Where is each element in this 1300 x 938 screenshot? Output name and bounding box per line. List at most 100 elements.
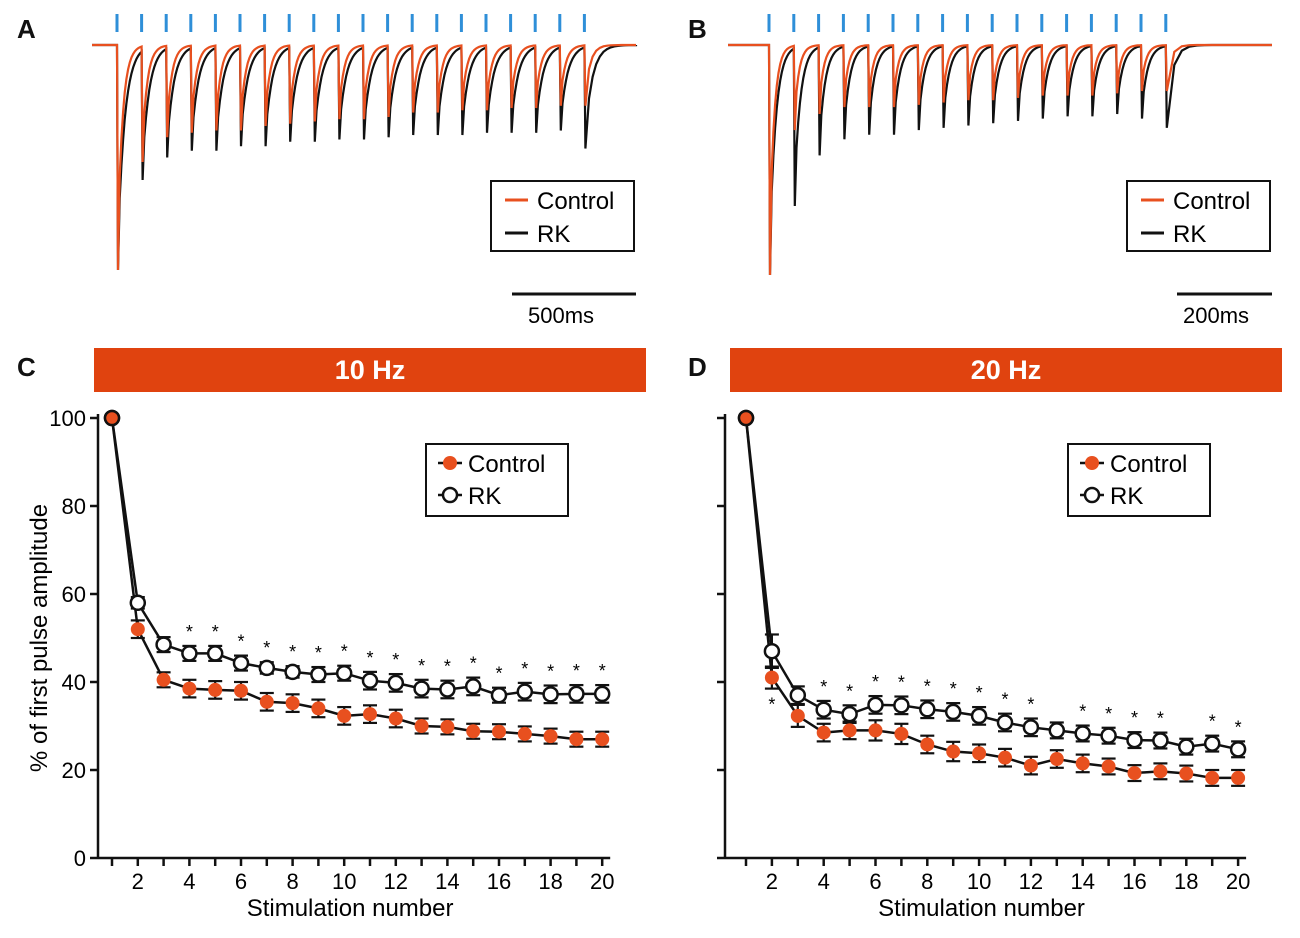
- legend-c-control-label: Control: [468, 451, 545, 478]
- legend-d-rk-marker: [1083, 486, 1101, 504]
- significance-star: *: [1001, 690, 1008, 710]
- control-point: [440, 719, 455, 734]
- rk-point: [1048, 722, 1066, 739]
- rk-point: [970, 707, 988, 725]
- significance-star: *: [366, 648, 373, 668]
- control-point: [998, 750, 1012, 765]
- rk-point: [129, 594, 147, 612]
- control-point: [208, 682, 223, 697]
- rk-point: [789, 686, 807, 704]
- legend-a-rk-label: RK: [537, 221, 570, 248]
- significance-star: *: [924, 676, 931, 696]
- significance-star: *: [315, 643, 322, 663]
- control-point: [595, 732, 610, 747]
- legend-a: Control RK: [490, 180, 635, 252]
- rk-point: [258, 659, 276, 677]
- panel-letter-b: B: [688, 14, 707, 44]
- significance-star: *: [1105, 704, 1112, 724]
- x-tick-label: 4: [183, 869, 195, 894]
- significance-star: *: [1157, 709, 1164, 729]
- significance-star: *: [495, 664, 502, 684]
- significance-star: *: [846, 681, 853, 701]
- rk-point: [568, 685, 585, 703]
- control-point: [894, 726, 909, 741]
- legend-b-box: [1126, 180, 1271, 252]
- rk-point: [361, 672, 379, 689]
- y-axis-title: % of first pulse amplitude: [26, 504, 53, 772]
- control-point: [234, 683, 248, 698]
- rk-point: [335, 664, 353, 682]
- x-tick-label: 10: [967, 869, 991, 894]
- significance-star: *: [1027, 695, 1034, 715]
- rk-point: [1203, 735, 1221, 752]
- legend-c-box: [425, 443, 569, 517]
- panel-letter-c: C: [17, 352, 36, 382]
- significance-star: *: [470, 654, 477, 674]
- legend-b: Control RK: [1126, 180, 1271, 252]
- panel-letter-d: D: [688, 352, 707, 382]
- control-point: [337, 708, 352, 723]
- rk-point: [919, 701, 936, 718]
- significance-star: *: [1079, 702, 1086, 722]
- rk-point: [763, 642, 781, 660]
- control-point: [946, 744, 961, 759]
- control-point: [1153, 764, 1168, 779]
- rk-point: [206, 645, 224, 662]
- significance-star: *: [263, 638, 270, 658]
- control-point: [103, 409, 121, 427]
- control-point: [1023, 758, 1038, 773]
- panel-letter-a: A: [17, 14, 36, 44]
- control-point: [259, 694, 274, 709]
- control-point: [388, 711, 403, 726]
- rk-point: [155, 636, 172, 653]
- x-tick-label: 2: [132, 869, 144, 894]
- control-point: [842, 723, 857, 738]
- significance-star: *: [573, 661, 580, 681]
- rk-point: [1178, 738, 1195, 755]
- significance-star: *: [950, 679, 957, 699]
- rk-point: [893, 697, 910, 714]
- rk-point: [867, 696, 884, 714]
- rk-point: [1022, 719, 1040, 736]
- significance-star: *: [237, 632, 244, 652]
- control-point: [1205, 770, 1220, 785]
- significance-star: *: [444, 657, 451, 677]
- x-axis-title: Stimulation number: [247, 895, 454, 922]
- significance-star: *: [898, 673, 905, 693]
- control-point: [1179, 766, 1194, 781]
- legend-b-control-label: Control: [1173, 188, 1250, 215]
- y-tick-label: 60: [62, 582, 86, 607]
- trace-panel-b: [728, 14, 1272, 276]
- control-point: [868, 723, 883, 738]
- rk-point: [181, 645, 198, 662]
- rk-point: [284, 663, 301, 681]
- control-point: [414, 719, 429, 733]
- rk-point: [1126, 731, 1143, 749]
- control-point: [517, 726, 532, 741]
- significance-star: *: [820, 677, 827, 697]
- significance-star: *: [1131, 708, 1138, 728]
- rk-point: [1100, 727, 1117, 744]
- x-tick-label: 18: [538, 869, 562, 894]
- x-tick-label: 16: [487, 869, 511, 894]
- control-point: [790, 708, 805, 723]
- significance-star: *: [212, 622, 219, 642]
- banner-20hz: 20 Hz: [730, 348, 1282, 392]
- control-point: [156, 672, 171, 687]
- y-tick-label: 100: [49, 406, 86, 431]
- y-tick-label: 40: [62, 670, 86, 695]
- rk-point: [542, 686, 559, 703]
- legend-d-control-marker: [1085, 456, 1099, 470]
- rk-point: [387, 674, 405, 692]
- banner-10hz: 10 Hz: [94, 348, 646, 392]
- rk-point: [815, 701, 832, 718]
- chart-10hz: 0 20 40 60 80 100 2 4 6 8 10 12 14 16 18 20 Stimulation …: [26, 406, 614, 922]
- y-tick-label: 0: [74, 846, 86, 871]
- legend-d-control-label: Control: [1110, 451, 1187, 478]
- rk-point: [516, 683, 534, 700]
- significance-star: *: [547, 662, 554, 682]
- control-point: [737, 409, 755, 427]
- significance-star: *: [1209, 712, 1216, 732]
- significance-star: *: [186, 622, 193, 642]
